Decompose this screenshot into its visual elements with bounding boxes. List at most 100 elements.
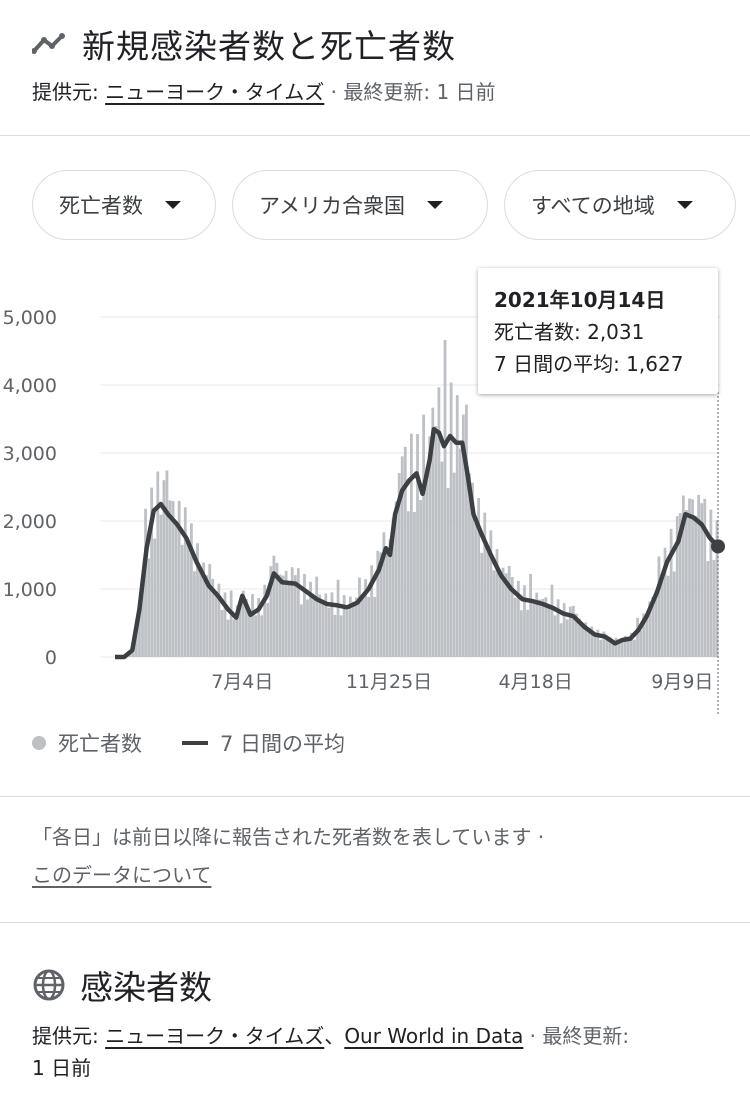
daily-bar [321, 599, 325, 657]
average-line [115, 426, 720, 660]
region-dropdown[interactable]: すべての地域 [504, 170, 736, 240]
selection-marker [711, 392, 725, 716]
daily-bar [403, 446, 407, 657]
daily-bar [672, 571, 676, 657]
daily-bar [309, 581, 312, 657]
daily-bar [620, 639, 624, 657]
y-tick-label: 3,000 [3, 443, 57, 465]
updated-label: · 最終更新: 1 日前 [324, 80, 496, 104]
daily-bar [327, 607, 331, 657]
legend-average-swatch [182, 741, 208, 745]
daily-bar [388, 539, 392, 657]
daily-bar [189, 523, 193, 657]
daily-bar [547, 606, 551, 657]
cases-source-link-owid[interactable]: Our World in Data [344, 1024, 524, 1048]
daily-bars [125, 340, 719, 657]
source-row: 提供元: ニューヨーク・タイムズ · 最終更新: 1 日前 [32, 76, 730, 105]
daily-bar [636, 617, 639, 657]
daily-bar [284, 570, 288, 657]
daily-bar [617, 639, 621, 657]
daily-bar [559, 623, 563, 657]
daily-bar [345, 610, 349, 657]
daily-bar [568, 606, 572, 657]
daily-bar [461, 414, 465, 657]
daily-bar [556, 599, 560, 657]
daily-bar [507, 565, 511, 657]
daily-bar [611, 641, 615, 657]
cases-source-sep: 、 [324, 1024, 345, 1048]
cases-source-link-nyt[interactable]: ニューヨーク・タイムズ [105, 1024, 325, 1048]
daily-bar [455, 395, 459, 657]
chart-tooltip: 2021年10月14日 死亡者数: 2,031 7 日間の平均: 1,627 [478, 268, 718, 394]
country-dropdown[interactable]: アメリカ合衆国 [232, 170, 488, 240]
daily-bar [562, 603, 566, 657]
daily-bar [425, 467, 429, 657]
daily-bar [446, 487, 450, 657]
caret-down-icon [676, 201, 693, 209]
daily-bar [156, 471, 160, 657]
source-link[interactable]: ニューヨーク・タイムズ [105, 80, 325, 104]
daily-bar [339, 615, 343, 657]
daily-bar [663, 547, 667, 657]
deaths-chart[interactable]: 0 1,000 2,000 3,000 4,000 5,000 7月4日 11月25日 4月1… [0, 260, 750, 720]
daily-bar [697, 494, 701, 657]
x-tick-label: 11月25日 [346, 671, 432, 693]
region-dropdown-label: すべての地域 [531, 194, 655, 218]
daily-bar [440, 461, 444, 657]
daily-bar [501, 567, 505, 657]
daily-bar [196, 543, 199, 657]
daily-bar [370, 565, 374, 657]
chart-legend: 死亡者数 7 日間の平均 [32, 728, 345, 758]
daily-bar [715, 520, 719, 657]
daily-bar [712, 559, 716, 657]
daily-bar [296, 568, 300, 657]
daily-bar [480, 552, 484, 657]
x-tick-label: 4月18日 [499, 671, 573, 693]
daily-bar [406, 511, 410, 657]
daily-bar [162, 480, 166, 657]
selected-point [711, 539, 725, 554]
daily-bar [529, 573, 532, 657]
daily-bar [410, 433, 413, 657]
daily-bar [373, 596, 377, 657]
daily-bar [416, 434, 419, 657]
legend-deaths-swatch [32, 736, 46, 750]
daily-bar [336, 579, 340, 657]
daily-bar [147, 558, 151, 657]
daily-bar [639, 630, 642, 657]
daily-bar [214, 595, 218, 657]
note-text: 「各日」は前日以降に報告された死者数を表しています · [32, 825, 545, 849]
daily-bar [217, 583, 221, 657]
average-series-line [115, 426, 720, 660]
cases-section: 感染者数 提供元: ニューヨーク・タイムズ、Our World in Data … [32, 960, 730, 1084]
divider [0, 922, 750, 923]
daily-bar [706, 561, 710, 657]
daily-bar [538, 599, 542, 657]
daily-bar [376, 550, 380, 657]
metric-dropdown[interactable]: 死亡者数 [32, 170, 216, 240]
source-prefix: 提供元: [32, 80, 106, 104]
y-tick-label: 2,000 [3, 511, 57, 533]
daily-bar [526, 609, 529, 657]
cases-updated-value: 1 日前 [32, 1056, 92, 1080]
daily-bar [171, 501, 175, 657]
daily-bar [434, 425, 438, 657]
daily-bar [578, 618, 581, 657]
daily-bar [348, 596, 352, 657]
daily-bar [614, 637, 618, 657]
about-data-link[interactable]: このデータについて [32, 863, 212, 887]
page-title: 新規感染者数と死亡者数 [82, 27, 456, 66]
daily-bar [306, 599, 309, 657]
legend-average-label: 7 日間の平均 [220, 732, 346, 756]
daily-bar [324, 593, 328, 657]
daily-bar [361, 596, 364, 657]
daily-bar [193, 571, 196, 657]
daily-bar [287, 584, 291, 657]
y-tick-label: 0 [45, 647, 57, 669]
daily-bar [422, 414, 426, 657]
y-axis: 0 1,000 2,000 3,000 4,000 5,000 [3, 307, 57, 669]
daily-bar [358, 577, 361, 657]
daily-bar [364, 579, 367, 657]
daily-bar [642, 613, 646, 657]
daily-bar [232, 619, 236, 657]
